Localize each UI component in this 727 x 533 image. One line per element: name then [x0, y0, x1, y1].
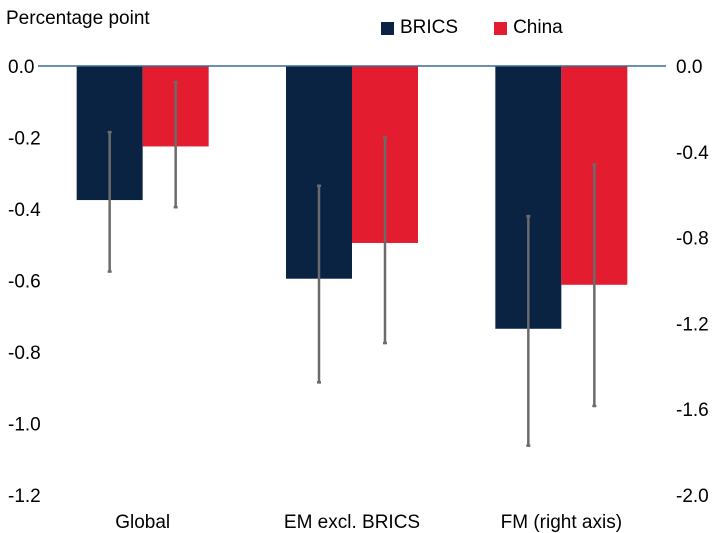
legend-label-brics: BRICS — [400, 17, 459, 38]
legend-item-china: China — [494, 17, 563, 39]
legend-item-brics: BRICS — [381, 17, 458, 39]
legend: BRICS China — [381, 17, 599, 39]
right-axis-tick-label: -1.2 — [676, 314, 709, 335]
right-axis-tick-label: -0.8 — [676, 229, 709, 250]
category-label: Global — [115, 512, 170, 533]
y-axis-unit-label: Percentage point — [6, 8, 150, 29]
legend-swatch-china — [494, 21, 508, 35]
legend-swatch-brics — [381, 21, 394, 35]
left-axis-tick-label: -1.0 — [8, 415, 41, 436]
left-axis-tick-label: -1.2 — [8, 486, 41, 507]
right-axis-tick-label: -0.4 — [676, 143, 709, 164]
category-label: FM (right axis) — [501, 512, 622, 533]
right-axis-tick-label: -1.6 — [676, 400, 709, 421]
left-axis-tick-label: 0.0 — [8, 57, 34, 78]
category-label: EM excl. BRICS — [284, 512, 420, 533]
right-axis-tick-label: 0.0 — [676, 57, 702, 78]
left-axis-tick-label: -0.4 — [8, 200, 41, 221]
right-axis-tick-label: -2.0 — [676, 486, 709, 507]
left-axis-tick-label: -0.6 — [8, 272, 41, 293]
left-axis-tick-label: -0.2 — [8, 129, 41, 150]
legend-label-china: China — [513, 17, 563, 38]
left-axis-tick-label: -0.8 — [8, 343, 41, 364]
